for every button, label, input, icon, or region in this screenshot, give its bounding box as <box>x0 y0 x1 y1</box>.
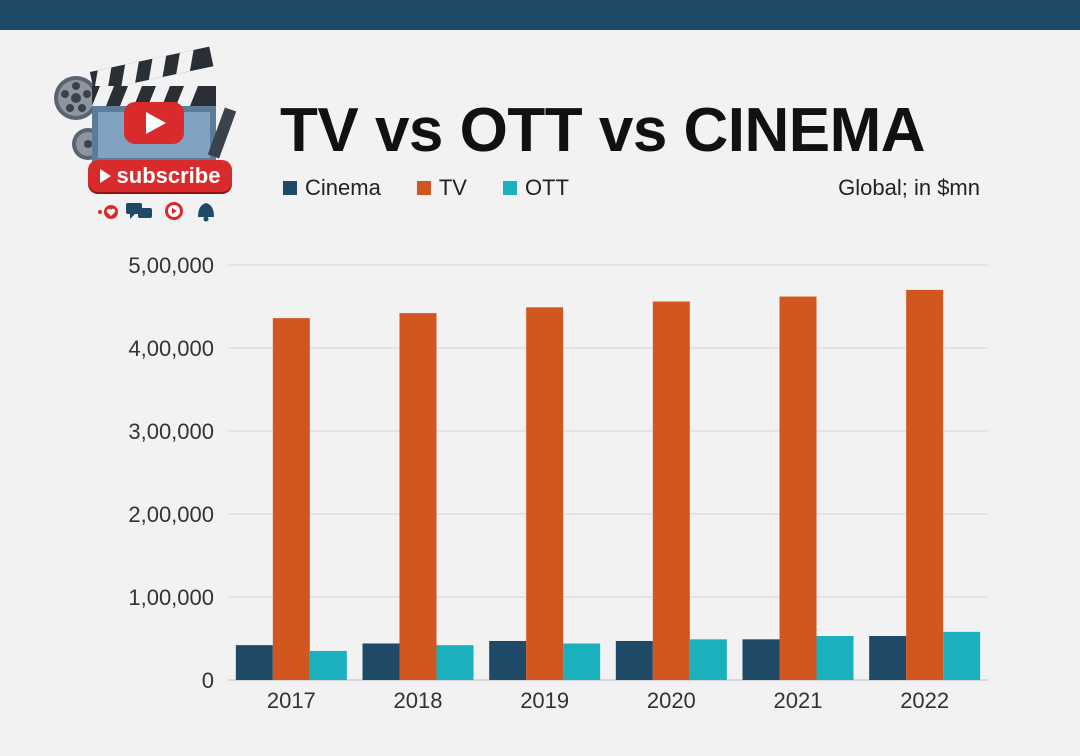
legend-label-tv: TV <box>438 175 467 200</box>
bar-tv-2020 <box>652 301 690 680</box>
bar-ott-2017 <box>309 650 347 680</box>
bar-tv-2022 <box>906 289 944 680</box>
bar-cinema-2020 <box>615 640 653 680</box>
bar-tv-2018 <box>399 313 437 680</box>
heart-icon <box>98 205 118 219</box>
play-button-icon <box>124 102 184 144</box>
legend-item-ott: OTT <box>502 175 569 201</box>
legend-swatch-ott <box>502 181 517 195</box>
social-icons <box>98 202 214 222</box>
legend-item-tv: TV <box>416 175 467 201</box>
y-tick-label: 4,00,000 <box>128 336 214 361</box>
bar-ott-2019 <box>563 643 601 680</box>
bar-ott-2022 <box>943 631 981 680</box>
legend-swatch-cinema <box>283 181 297 195</box>
film-reel-icon <box>54 76 104 160</box>
play-icon <box>99 169 111 183</box>
bar-tv-2021 <box>779 296 817 680</box>
y-tick-label: 3,00,000 <box>128 419 214 444</box>
y-tick-label: 5,00,000 <box>128 253 214 278</box>
clapperboard-logo <box>54 46 237 164</box>
bar-ott-2018 <box>436 645 474 680</box>
x-tick-label: 2018 <box>394 688 443 713</box>
bar-ott-2020 <box>689 639 727 680</box>
chat-icon <box>126 203 152 219</box>
x-tick-label: 2022 <box>900 688 949 713</box>
x-tick-label: 2021 <box>774 688 823 713</box>
legend-swatch-tv <box>416 181 431 195</box>
bar-tv-2019 <box>526 307 564 680</box>
chart-title: TV vs OTT vs CINEMA <box>280 96 926 165</box>
x-tick-label: 2020 <box>647 688 696 713</box>
bar-tv-2017 <box>272 318 310 680</box>
subscribe-label: subscribe <box>116 163 221 188</box>
y-tick-label: 0 <box>202 668 214 693</box>
bar-cinema-2019 <box>489 640 527 680</box>
chart-legend: Cinema TV OTT <box>283 174 605 202</box>
y-tick-label: 2,00,000 <box>128 502 214 527</box>
bar-cinema-2017 <box>235 645 273 680</box>
y-tick-label: 1,00,000 <box>128 585 214 610</box>
legend-item-cinema: Cinema <box>283 175 381 201</box>
bar-cinema-2018 <box>362 643 400 680</box>
notification-bell-icon <box>198 203 214 222</box>
x-tick-label: 2017 <box>267 688 316 713</box>
unit-note: Global; in $mn <box>838 175 980 200</box>
bar-cinema-2021 <box>742 639 780 680</box>
legend-label-ott: OTT <box>524 175 569 200</box>
x-tick-label: 2019 <box>520 688 569 713</box>
play-button-icon <box>165 202 183 220</box>
top-banner <box>0 0 1080 30</box>
bar-ott-2021 <box>816 636 854 680</box>
legend-label-cinema: Cinema <box>305 175 381 200</box>
subscribe-button[interactable]: subscribe <box>88 160 232 192</box>
bar-cinema-2022 <box>869 636 907 680</box>
